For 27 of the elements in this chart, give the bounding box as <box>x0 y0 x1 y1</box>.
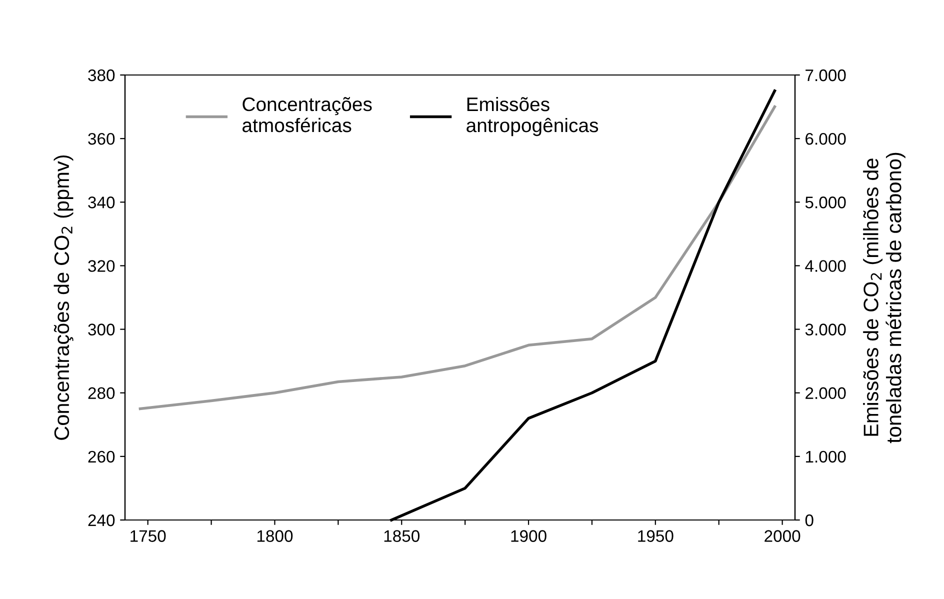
x-tick-label: 2000 <box>764 530 800 542</box>
y-tick-label: 300 <box>88 324 115 336</box>
y2-tick-label: 2.000 <box>806 387 846 400</box>
x-tick-label: 1850 <box>384 530 420 542</box>
line-series <box>390 90 776 522</box>
y-tick-label: 240 <box>88 514 115 526</box>
y2-tick-label: 6.000 <box>806 132 846 145</box>
legend-label: Emissões antropogênicas <box>466 96 598 136</box>
y2-axis-title: Emissões de CO$_{2}$ (milhões de toneladas métricas de carbono) <box>863 152 906 444</box>
y2-tick-label: 5.000 <box>805 196 846 208</box>
legend-label: Concentrações atmosféricas <box>242 97 372 132</box>
y-tick-label: 320 <box>88 260 115 272</box>
y2-tick-label: 0 <box>805 514 814 526</box>
x-tick-label: 1750 <box>130 530 166 542</box>
y2-tick-label: 4.000 <box>805 260 846 272</box>
y-tick-label: 260 <box>88 450 115 463</box>
y-tick-label: 360 <box>88 132 115 145</box>
y-axis-title: Concentrações de CO$_{2}$ (ppmv) <box>54 155 74 440</box>
y2-tick-label: 7.000 <box>806 69 846 82</box>
y-tick-label: 340 <box>88 196 115 208</box>
x-tick-label: 1800 <box>257 530 293 542</box>
y2-tick-label: 3.000 <box>805 324 846 336</box>
y2-tick-label: 1.000 <box>806 450 846 463</box>
x-tick-label: 1900 <box>511 530 546 542</box>
y-tick-label: 380 <box>88 69 115 82</box>
x-tick-label: 1950 <box>638 530 674 542</box>
y-tick-label: 280 <box>88 387 115 400</box>
